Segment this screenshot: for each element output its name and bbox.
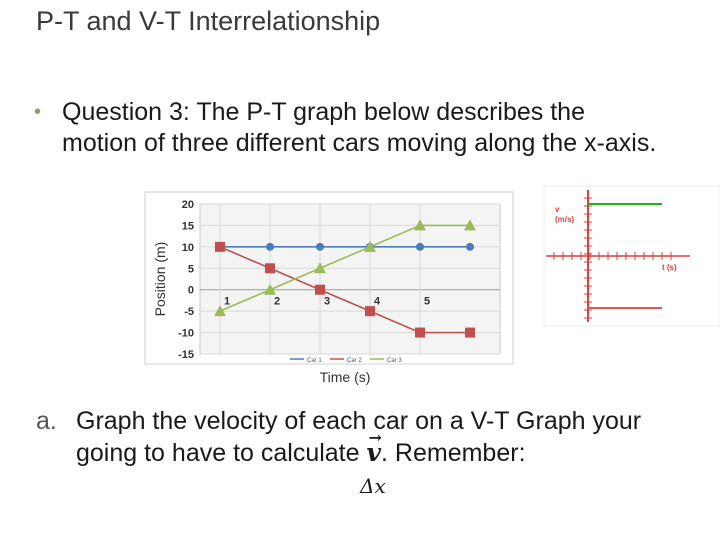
y-tick-label: 20	[182, 199, 194, 211]
data-point	[216, 242, 224, 251]
y-tick-label: -10	[178, 328, 194, 340]
data-point	[215, 241, 225, 252]
data-point	[264, 283, 276, 295]
bullet-symbol: •	[34, 101, 42, 123]
sub-label: a.	[36, 407, 57, 435]
x-tick-label: 5	[424, 296, 430, 308]
data-point	[415, 327, 425, 338]
legend-entry: Car 3	[387, 358, 402, 364]
delta-expression: Δx	[360, 474, 386, 498]
v-axis-label: v	[555, 205, 560, 214]
series-line-2	[219, 246, 470, 334]
sub-question-text: Graph the velocity of each car on a V-T …	[76, 406, 676, 469]
data-point	[265, 263, 275, 274]
question-text: Question 3: The P-T graph below describe…	[62, 98, 657, 157]
data-point	[364, 240, 376, 252]
data-point	[464, 219, 476, 231]
series-line-3	[219, 224, 470, 312]
data-point	[315, 284, 325, 295]
data-point	[466, 242, 474, 251]
sub-question: a. Graph the velocity of each car on a V…	[36, 406, 696, 469]
legend-entry: Car 1	[307, 358, 322, 364]
x-tick-label: 3	[324, 296, 330, 308]
y-tick-label: 10	[182, 242, 194, 254]
velocity-vector-symbol: v	[367, 438, 382, 467]
sub-text-part2: . Remember:	[381, 439, 526, 467]
data-point	[316, 242, 324, 251]
y-tick-label: 5	[188, 263, 194, 275]
t-axis-label: t (s)	[662, 263, 677, 272]
data-point	[416, 242, 424, 251]
y-tick-label: -5	[184, 306, 194, 318]
data-point	[214, 305, 226, 317]
sub-text-part1: Graph the velocity of each car on a V-T …	[76, 407, 642, 467]
y-tick-label: 15	[182, 220, 194, 232]
v-axis-label: (m/s)	[555, 215, 574, 224]
chart-frame	[144, 191, 514, 365]
y-tick-label: 0	[188, 285, 194, 297]
x-tick-label: 1	[224, 296, 230, 308]
legend-entry: Car 2	[347, 358, 362, 364]
y-axis-label: Position (m)	[152, 242, 168, 317]
data-point	[366, 242, 374, 251]
sketch-frame	[543, 185, 720, 327]
data-point	[266, 242, 274, 251]
data-point	[414, 219, 426, 231]
y-tick-label: -15	[178, 349, 194, 361]
x-tick-label: 4	[374, 296, 381, 308]
plot-area	[199, 203, 501, 355]
data-point	[365, 306, 375, 317]
slide-title: P-T and V-T Interrelationship	[36, 6, 381, 36]
data-point	[314, 262, 326, 274]
question-bullet: • Question 3: The P-T graph below descri…	[34, 97, 674, 159]
x-tick-label: 2	[274, 296, 280, 308]
x-axis-label: Time (s)	[320, 369, 371, 385]
data-point	[465, 327, 475, 338]
